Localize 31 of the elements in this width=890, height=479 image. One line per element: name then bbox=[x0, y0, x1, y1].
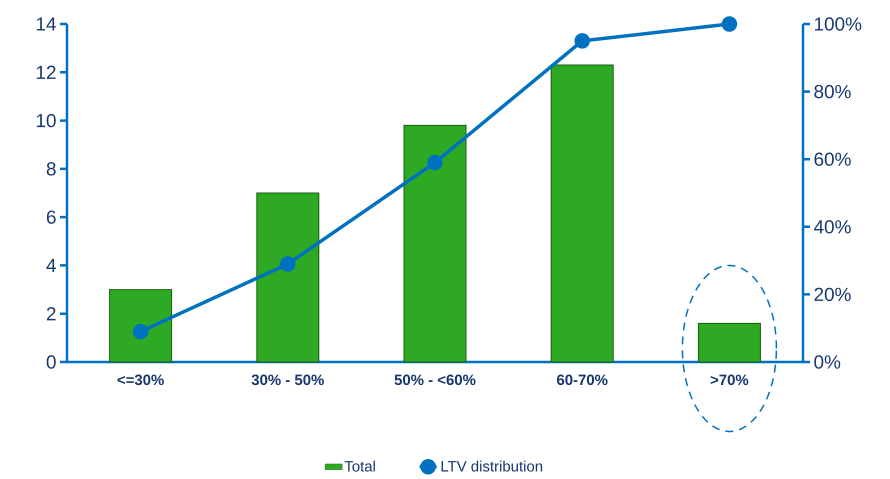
y-tick-label: 12 bbox=[36, 66, 56, 79]
y-tick-label: 2 bbox=[46, 307, 56, 320]
y-tick-label: 10 bbox=[36, 114, 56, 128]
y2-tick-label: 100% bbox=[814, 17, 862, 31]
x-tick-label: >70% bbox=[710, 374, 748, 386]
y2-tick-label: 20% bbox=[814, 288, 851, 302]
point bbox=[722, 16, 738, 32]
bar bbox=[550, 64, 614, 362]
legend-label: LTV distribution bbox=[442, 460, 542, 472]
bar bbox=[698, 322, 761, 362]
y-tick-label: 6 bbox=[46, 210, 56, 224]
x-tick-label: 50% - <60% bbox=[394, 374, 476, 386]
x-tick-label: 60-70% bbox=[556, 374, 608, 386]
y2-tick-label: 80% bbox=[814, 84, 851, 98]
point bbox=[280, 256, 296, 272]
y-tick-label: 14 bbox=[36, 17, 56, 31]
x-tick-label: 30% - 50% bbox=[252, 374, 324, 386]
point bbox=[132, 324, 148, 340]
y-tick-label: 4 bbox=[46, 258, 56, 272]
point bbox=[427, 154, 443, 170]
point bbox=[574, 33, 590, 49]
x-tick-label: <=30% bbox=[118, 374, 164, 386]
y-tick-label: 0 bbox=[46, 355, 56, 369]
legend-label: Total bbox=[344, 460, 375, 472]
bar bbox=[256, 192, 320, 362]
y2-tick-label: 40% bbox=[814, 220, 851, 234]
bar bbox=[109, 289, 172, 362]
bar bbox=[404, 124, 467, 362]
y2-tick-label: 0% bbox=[814, 355, 840, 369]
y2-tick-label: 60% bbox=[814, 152, 851, 166]
y-tick-label: 8 bbox=[46, 162, 56, 176]
